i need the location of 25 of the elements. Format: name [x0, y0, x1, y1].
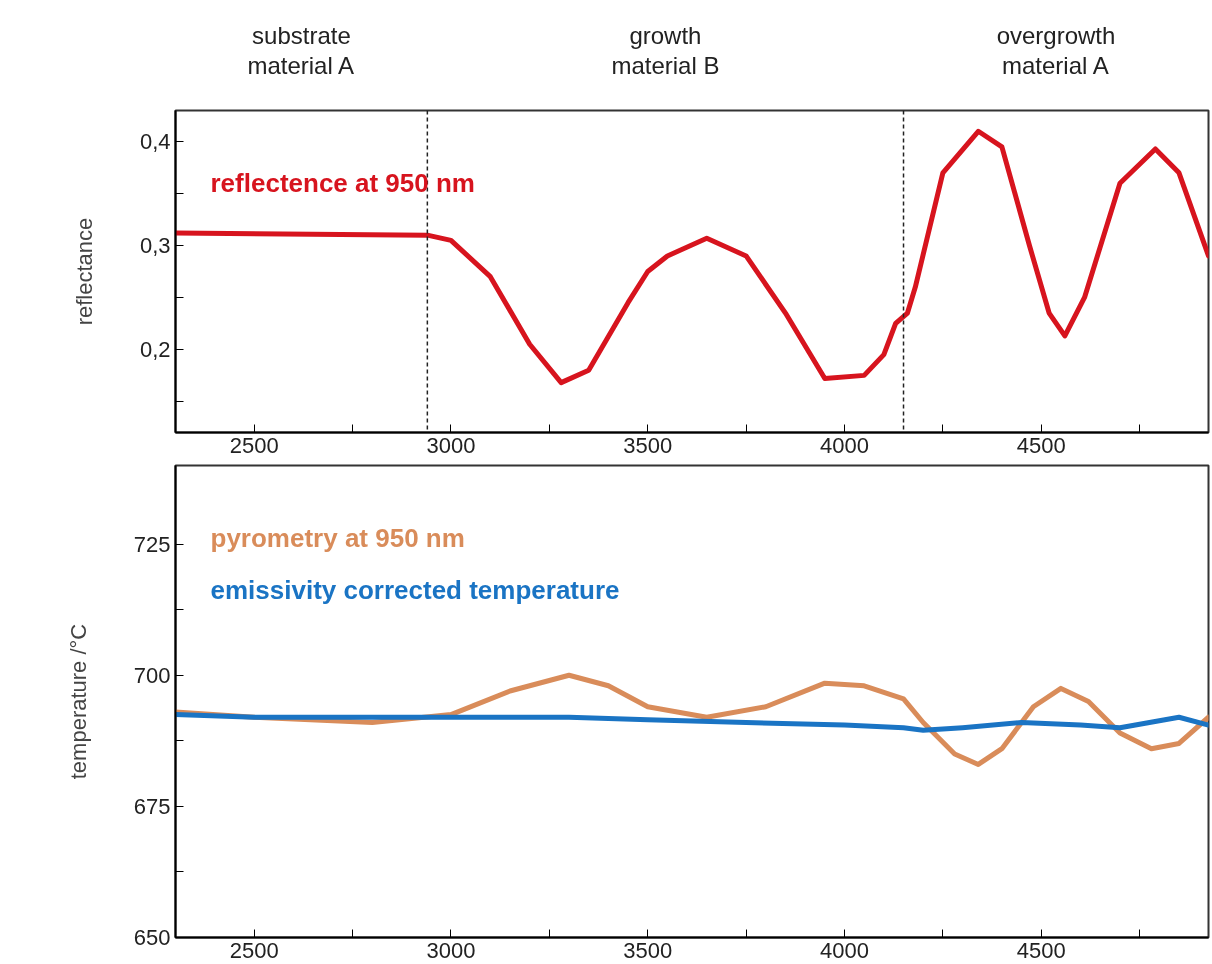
x-tick-label: 4500	[1016, 432, 1066, 458]
text: overgrowth material A	[996, 22, 1116, 79]
text: substrate material A	[247, 22, 355, 79]
text: growth material B	[611, 22, 720, 79]
x-tick-label: 2500	[229, 937, 279, 963]
series-label: reflectence at 950 nm	[210, 167, 475, 198]
y-tick-label: 0,4	[139, 129, 171, 155]
y-tick-label: 700	[133, 662, 171, 688]
y-axis-title: temperature /°C	[65, 623, 91, 780]
text: pyrometry at 950 nm	[210, 522, 465, 553]
y-axis-title: reflectance	[71, 217, 97, 326]
x-tick-label: 3000	[426, 937, 476, 963]
x-tick-label: 4500	[1016, 937, 1066, 963]
y-tick-label: 725	[133, 531, 171, 557]
x-tick-label: 4000	[820, 937, 869, 963]
x-tick-label: 2500	[229, 432, 279, 458]
x-tick-label: 3500	[623, 937, 673, 963]
x-tick-label: 3000	[426, 432, 476, 458]
y-tick-label: 650	[133, 925, 171, 950]
text: emissivity corrected temperature	[210, 574, 620, 605]
y-tick-label: 0,2	[139, 336, 171, 362]
y-tick-label: 675	[133, 793, 171, 819]
x-tick-label: 4000	[820, 432, 869, 458]
x-tick-label: 3500	[623, 432, 673, 458]
y-tick-label: 0,3	[139, 233, 171, 259]
